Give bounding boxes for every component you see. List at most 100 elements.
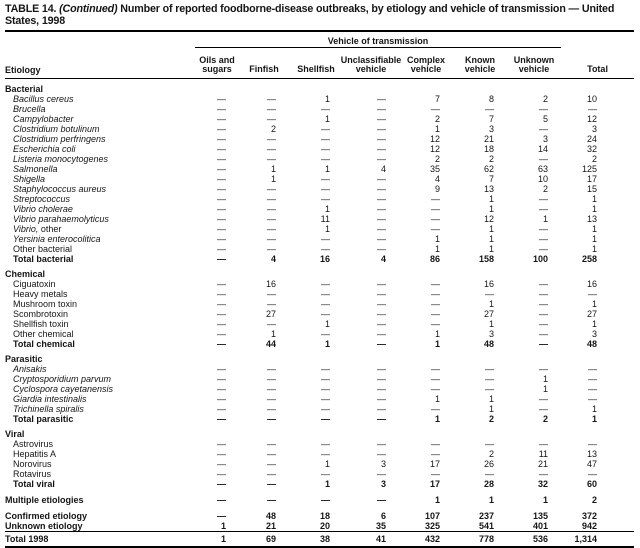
table-row: Heavy metals — — — — — — — — xyxy=(5,289,634,299)
value-cell: 62 xyxy=(483,163,494,174)
value-cell: 3 xyxy=(592,328,598,339)
value-cell: — xyxy=(217,113,226,124)
value-cell: — xyxy=(539,193,549,204)
value-cell: — xyxy=(267,363,276,374)
value-cell: 1 xyxy=(592,203,598,214)
value-cell: — xyxy=(267,468,276,479)
value-cell: — xyxy=(267,183,276,194)
table-row: Ciguatoxin — 16 — — — 16 — 16 xyxy=(5,279,634,289)
value-cell: — xyxy=(377,213,386,224)
value-cell: 100 xyxy=(533,253,549,264)
column-header-label: Shellfish xyxy=(297,64,335,74)
value-cell: 1 xyxy=(434,338,440,349)
value-cell: — xyxy=(321,413,330,424)
etiology-cell: Total chemical xyxy=(13,338,75,349)
value-cell: — xyxy=(267,153,276,164)
column-header: Unclassifiable vehicle xyxy=(341,47,401,79)
value-cell: 1 xyxy=(324,203,330,214)
value-cell: — xyxy=(267,383,276,394)
value-cell: — xyxy=(431,363,440,374)
value-cell: 1 xyxy=(434,243,440,254)
value-cell: 6 xyxy=(380,510,386,521)
value-cell: 44 xyxy=(265,338,276,349)
column-header: Shellfish xyxy=(289,47,343,79)
value-cell: 7 xyxy=(434,93,440,104)
value-cell: — xyxy=(377,403,386,414)
value-cell: — xyxy=(267,478,276,489)
value-cell: — xyxy=(377,278,386,289)
value-cell: — xyxy=(539,338,549,349)
value-cell: 48 xyxy=(265,510,276,521)
value-cell: — xyxy=(321,173,330,184)
value-cell: 12 xyxy=(429,143,440,154)
section-header: Chemical xyxy=(5,268,46,279)
etiology-cell: Total bacterial xyxy=(13,253,74,264)
value-cell: 27 xyxy=(265,308,276,319)
value-cell: 20 xyxy=(319,520,330,531)
value-cell: — xyxy=(431,308,440,319)
table-row: Clostridium botulinum — 2 — — 1 3 — 3 xyxy=(5,124,634,134)
value-cell: 1 xyxy=(592,233,598,244)
value-cell: — xyxy=(217,173,226,184)
value-cell: 12 xyxy=(429,133,440,144)
value-cell: — xyxy=(267,233,276,244)
value-cell: — xyxy=(431,468,440,479)
value-cell: 69 xyxy=(239,530,289,544)
value-cell: — xyxy=(431,103,440,114)
etiology-cell: Yersinia enterocolitica xyxy=(13,233,101,244)
value-cell: — xyxy=(267,373,276,384)
table-row: Shigella — 1 — — 4 7 10 17 xyxy=(5,174,634,184)
value-cell: — xyxy=(377,438,386,449)
value-cell: 2 xyxy=(270,123,276,134)
section-header-row: Bacterial xyxy=(5,78,634,94)
summary-row: Unknown etiology 1 21 20 35 325 541 401 942 xyxy=(5,521,634,532)
column-header-label: Complex vehicle xyxy=(406,54,446,74)
value-cell: 3 xyxy=(380,478,386,489)
etiology-cell: Salmonella xyxy=(13,163,58,174)
value-cell: — xyxy=(431,223,440,234)
value-cell: 13 xyxy=(483,183,494,194)
value-cell: 778 xyxy=(453,530,507,544)
value-cell: — xyxy=(217,278,226,289)
value-cell: — xyxy=(217,478,226,489)
value-cell: 32 xyxy=(538,478,549,489)
value-cell: — xyxy=(217,438,226,449)
value-cell: 21 xyxy=(265,520,276,531)
value-cell: — xyxy=(539,153,549,164)
value-cell: 17 xyxy=(429,458,440,469)
value-cell: — xyxy=(377,123,386,134)
value-cell: — xyxy=(217,223,226,234)
value-cell: 3 xyxy=(592,123,598,134)
section-header-row: Viral xyxy=(5,424,634,439)
table-row: Vibrio cholerae — — 1 — — 1 — 1 xyxy=(5,204,634,214)
value-cell: — xyxy=(539,318,549,329)
title-rule xyxy=(5,30,634,32)
value-cell: — xyxy=(321,403,330,414)
value-cell: — xyxy=(539,403,549,414)
value-cell: — xyxy=(217,448,226,459)
value-cell: — xyxy=(539,203,549,214)
value-cell: 1 xyxy=(488,193,494,204)
value-cell: 32 xyxy=(587,143,598,154)
value-cell: 1 xyxy=(592,318,598,329)
etiology-cell: Clostridium botulinum xyxy=(13,123,100,134)
value-cell: — xyxy=(588,383,598,394)
summary-row: Confirmed etiology — 48 18 6 107 237 135 372 xyxy=(5,505,634,521)
value-cell: — xyxy=(267,223,276,234)
value-cell: — xyxy=(217,243,226,254)
value-cell: — xyxy=(539,468,549,479)
value-cell: — xyxy=(217,253,226,264)
value-cell: — xyxy=(267,298,276,309)
column-header-label: Total xyxy=(587,64,608,74)
value-cell: — xyxy=(431,193,440,204)
section-header: Viral xyxy=(5,428,25,439)
etiology-cell: Anisakis xyxy=(13,363,47,374)
value-cell: 1 xyxy=(592,298,598,309)
value-cell: — xyxy=(539,308,549,319)
value-cell: — xyxy=(377,373,386,384)
value-cell: — xyxy=(267,133,276,144)
table-number: TABLE 14. xyxy=(5,3,57,15)
value-cell: — xyxy=(377,93,386,104)
value-cell: — xyxy=(539,298,549,309)
vehicle-of-transmission-header: Vehicle of transmission xyxy=(195,33,562,48)
